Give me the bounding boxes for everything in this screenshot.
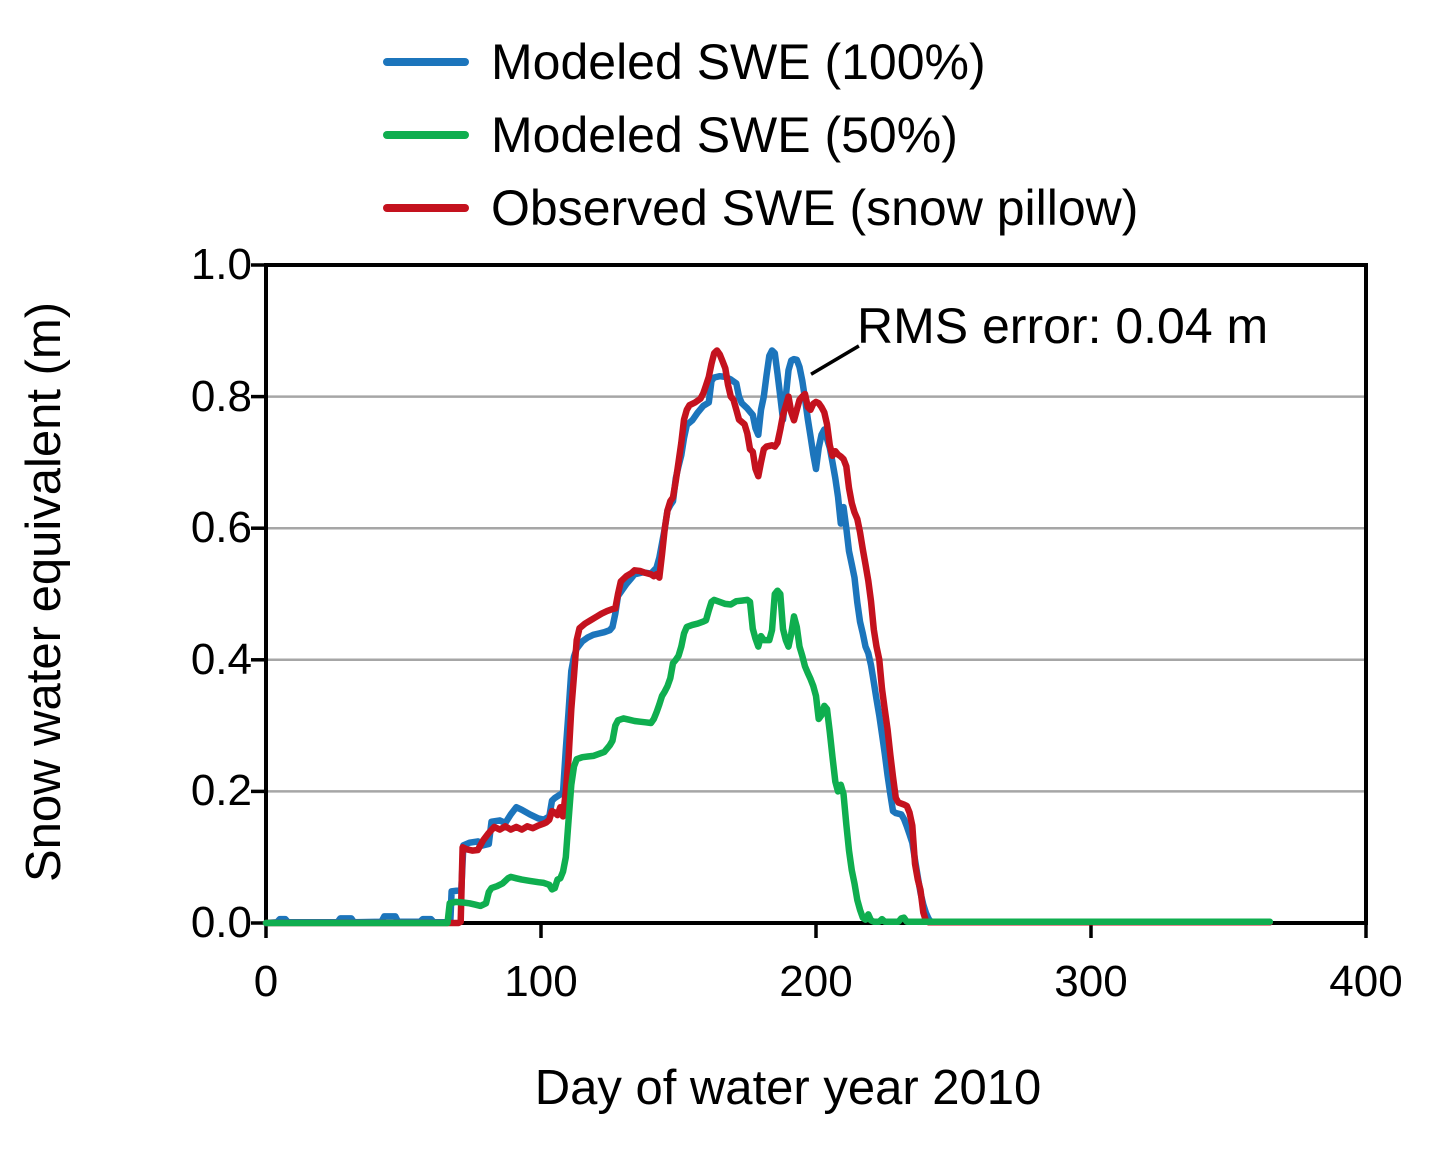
plot-area: [251, 263, 1368, 938]
legend-swatch-blue: [383, 58, 469, 66]
y-tick-label: 1.0: [190, 240, 252, 289]
annotation-leader-line: [810, 344, 860, 376]
series-line-observed: [262, 347, 1274, 927]
y-tick-label: 0.2: [190, 766, 252, 816]
rms-error-annotation: RMS error: 0.04 m: [857, 298, 1269, 354]
x-tick-label: 300: [1054, 957, 1128, 1006]
y-axis-title: Snow water equivalent (m): [17, 301, 71, 883]
y-tick-label: 0.6: [190, 503, 252, 553]
legend-label: Modeled SWE (50%): [491, 107, 958, 163]
x-tick-label: 0: [253, 957, 279, 1006]
plot-border: [264, 263, 1368, 925]
y-tick-label: 0.0: [190, 898, 252, 947]
legend-item-modeled-100: Modeled SWE (100%): [383, 34, 986, 90]
legend-item-modeled-50: Modeled SWE (50%): [383, 107, 958, 163]
legend-swatch-green: [383, 131, 469, 139]
plot-canvas: [251, 263, 1368, 938]
y-tick-label: 0.8: [190, 371, 252, 421]
series-line-modeled-50: [262, 587, 1274, 927]
legend-item-observed: Observed SWE (snow pillow): [383, 180, 1138, 236]
legend-swatch-red: [383, 204, 469, 212]
legend-label: Observed SWE (snow pillow): [491, 180, 1139, 236]
x-tick-label: 200: [779, 957, 853, 1006]
y-tick-label: 0.4: [190, 634, 252, 684]
legend-label: Modeled SWE (100%): [491, 34, 986, 90]
x-tick-label: 400: [1329, 957, 1403, 1006]
x-axis-title: Day of water year 2010: [534, 1061, 1042, 1115]
x-tick-label: 100: [504, 957, 578, 1006]
